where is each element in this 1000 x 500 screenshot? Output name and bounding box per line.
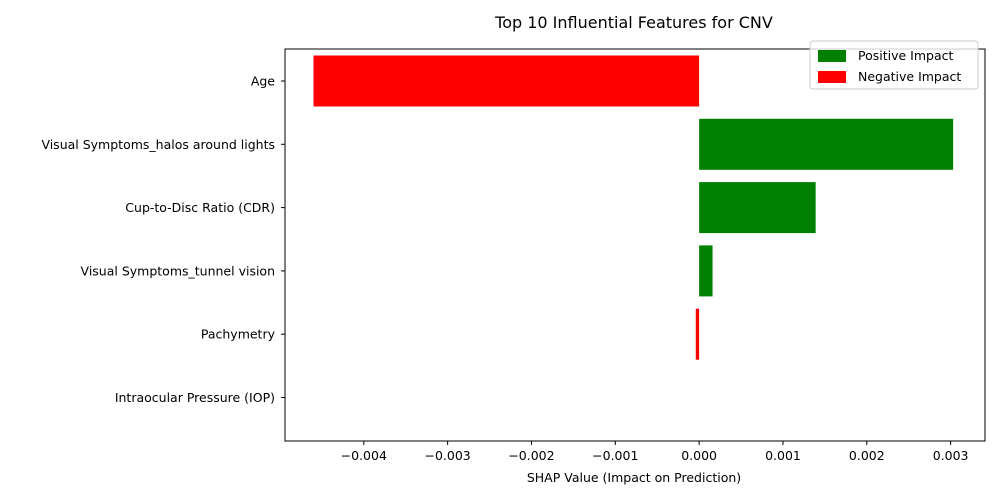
legend-swatch-positive <box>818 50 846 62</box>
x-tick-label: −0.003 <box>425 448 471 463</box>
x-tick-label: −0.004 <box>341 448 387 463</box>
bar-3 <box>699 245 713 297</box>
y-tick-label: Cup-to-Disc Ratio (CDR) <box>125 200 275 215</box>
bar-4 <box>695 308 700 360</box>
x-axis-label: SHAP Value (Impact on Prediction) <box>527 470 741 485</box>
x-tick-label: 0.002 <box>849 448 885 463</box>
bars-layer <box>313 55 954 360</box>
y-axis: Age Visual Symptoms_halos around lights Cu… <box>41 74 285 405</box>
x-tick-label: −0.001 <box>592 448 638 463</box>
x-tick-label: 0.003 <box>933 448 969 463</box>
y-tick-label: Pachymetry <box>201 327 276 342</box>
x-tick-label: 0.000 <box>681 448 717 463</box>
y-tick-label: Visual Symptoms_halos around lights <box>41 137 275 152</box>
x-axis: −0.004 −0.003 −0.002 −0.001 0.000 0.001 0.002 0… <box>341 441 969 463</box>
bar-0 <box>313 55 700 107</box>
bar-1 <box>699 118 954 170</box>
chart-title: Top 10 Influential Features for CNV <box>494 13 773 32</box>
legend-label-negative: Negative Impact <box>858 69 961 84</box>
x-tick-label: −0.002 <box>508 448 554 463</box>
legend-swatch-negative <box>818 71 846 83</box>
legend-frame <box>809 40 979 90</box>
axes-frame <box>284 48 986 442</box>
legend: Positive Impact Negative Impact <box>809 40 979 90</box>
y-tick-label: Intraocular Pressure (IOP) <box>115 390 275 405</box>
bar-2 <box>699 182 816 234</box>
y-tick-label: Visual Symptoms_tunnel vision <box>81 263 275 278</box>
y-tick-label: Age <box>251 74 275 89</box>
x-tick-label: 0.001 <box>765 448 801 463</box>
legend-label-positive: Positive Impact <box>858 48 953 63</box>
